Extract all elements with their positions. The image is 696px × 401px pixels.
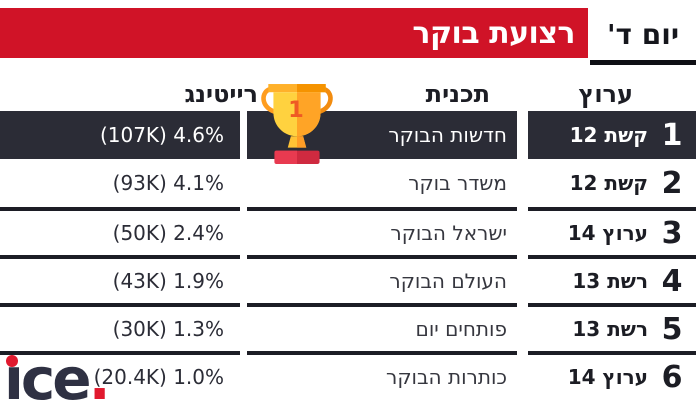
rank-number: 2 (661, 165, 683, 201)
day-label-text: יום ד' (606, 17, 680, 51)
column-gap (517, 207, 528, 255)
channel-name: רשת 13 (572, 269, 648, 293)
page-title: רצועת בוקר (412, 15, 575, 51)
column-gap (240, 303, 247, 351)
ratings-table: (107K) 4.6% חדשות הבוקר 1 קשת 12 (93K) 4… (0, 111, 696, 399)
column-gap (240, 159, 247, 207)
trophy-left-handle (261, 86, 276, 114)
ice-logo: ıce. (4, 344, 122, 401)
channel-name: קשת 12 (569, 171, 648, 195)
col-header-channel: ערוץ (578, 80, 633, 108)
rating-cell: (30K) 1.3% (0, 303, 240, 351)
table-row-6: (20.4K) 1.0% כותרות הבוקר 6 ערוץ 14 (0, 351, 696, 399)
trophy-rank-label: 1 (288, 97, 304, 123)
rank-number: 4 (661, 263, 683, 299)
table-row-3: (50K) 2.4% ישראל הבוקר 3 ערוץ 14 (0, 207, 696, 255)
column-gap (517, 255, 528, 303)
rank-number: 1 (661, 117, 683, 153)
channel-name: ערוץ 14 (567, 365, 648, 389)
ice-logo-i-dot (6, 355, 18, 367)
trophy-right-handle (318, 86, 333, 114)
ice-logo-text: ıce. (4, 350, 111, 401)
channel-cell: 6 ערוץ 14 (528, 351, 696, 399)
program-cell: כותרות הבוקר (247, 351, 517, 399)
rating-cell: (107K) 4.6% (0, 111, 240, 159)
channel-cell: 2 קשת 12 (528, 159, 696, 207)
ice-logo-period: . (88, 345, 111, 401)
table-row-4: (43K) 1.9% העולם הבוקר 4 רשת 13 (0, 255, 696, 303)
rating-cell: (43K) 1.9% (0, 255, 240, 303)
table-row-1: (107K) 4.6% חדשות הבוקר 1 קשת 12 (0, 111, 696, 159)
table-row-5: (30K) 1.3% פותחים יום 5 רשת 13 (0, 303, 696, 351)
rating-cell: (20.4K) 1.0% (0, 351, 240, 399)
column-headers: ערוץ תכנית רייטינג (0, 68, 696, 111)
column-gap (240, 207, 247, 255)
program-cell: העולם הבוקר (247, 255, 517, 303)
channel-name: רשת 13 (572, 317, 648, 341)
rank-number: 3 (661, 215, 683, 251)
column-gap (517, 159, 528, 207)
channel-cell: 4 רשת 13 (528, 255, 696, 303)
rating-cell: (50K) 2.4% (0, 207, 240, 255)
column-gap (240, 351, 247, 399)
col-header-rating: רייטינג (184, 80, 258, 108)
channel-name: קשת 12 (569, 123, 648, 147)
column-gap (240, 255, 247, 303)
column-gap (517, 111, 528, 159)
rank-number: 5 (661, 311, 683, 347)
rating-cell: (93K) 4.1% (0, 159, 240, 207)
program-cell: משדר בוקר (247, 159, 517, 207)
column-gap (240, 111, 247, 159)
rank-number: 6 (661, 359, 683, 395)
channel-cell: 3 ערוץ 14 (528, 207, 696, 255)
column-gap (517, 351, 528, 399)
channel-name: ערוץ 14 (567, 221, 648, 245)
column-gap (517, 303, 528, 351)
table-row-2: (93K) 4.1% משדר בוקר 2 קשת 12 (0, 159, 696, 207)
day-label: יום ד' (590, 8, 696, 65)
trophy-first-place-icon: 1 (261, 84, 333, 164)
col-header-program: תכנית (425, 80, 490, 108)
title-banner: רצועת בוקר (0, 8, 588, 58)
channel-cell: 5 רשת 13 (528, 303, 696, 351)
channel-cell: 1 קשת 12 (528, 111, 696, 159)
program-cell: ישראל הבוקר (247, 207, 517, 255)
program-cell: פותחים יום (247, 303, 517, 351)
